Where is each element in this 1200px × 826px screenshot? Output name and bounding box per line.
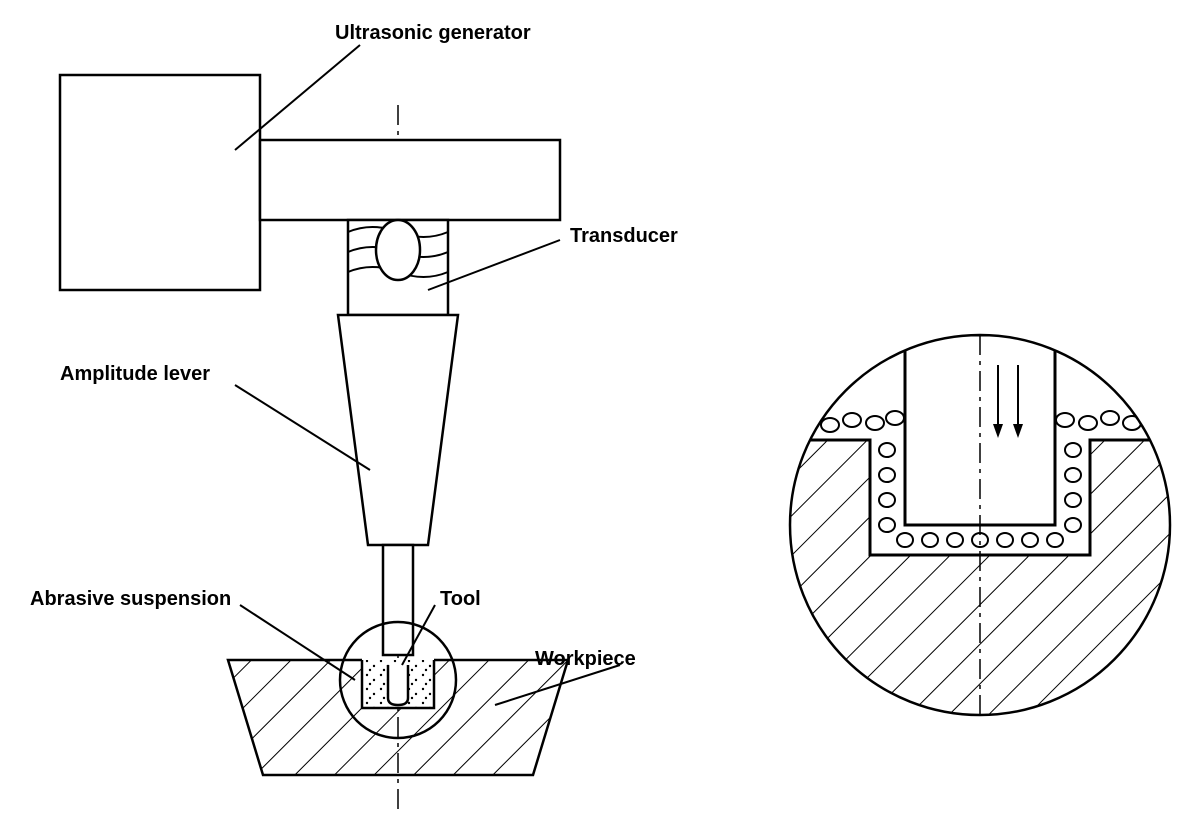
leader-ultrasonic [235, 45, 360, 150]
diagram-canvas [0, 0, 1200, 826]
amplitude-lever [338, 315, 458, 545]
label-ultrasonic-generator: Ultrasonic generator [335, 22, 531, 45]
label-amplitude-lever: Amplitude lever [60, 363, 210, 386]
generator-arm [260, 140, 560, 220]
tool-shaft [383, 545, 413, 655]
label-workpiece: Workpiece [535, 648, 636, 671]
label-tool: Tool [440, 588, 481, 611]
transducer-core [376, 220, 420, 280]
label-transducer: Transducer [570, 225, 678, 248]
generator-body [60, 75, 260, 290]
label-abrasive-suspension: Abrasive suspension [30, 588, 231, 611]
